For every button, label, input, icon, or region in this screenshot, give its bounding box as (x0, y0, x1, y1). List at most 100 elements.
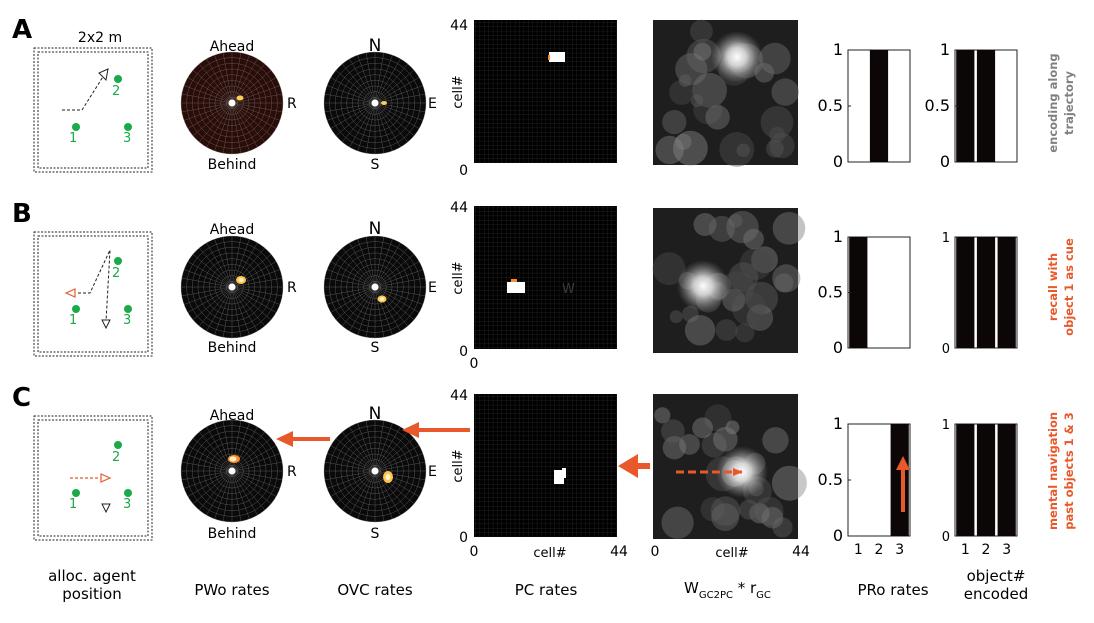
bottom-label-ovc: OVC rates (337, 581, 413, 599)
object-marker-2 (114, 75, 122, 83)
pwo-polar-a: Ahead Behind R (180, 39, 297, 173)
ovc-polar-b: N S E (323, 219, 437, 356)
object-marker-3 (124, 489, 132, 497)
pwo-right-label: R (287, 464, 297, 480)
bar-ytick-label: 0.5 (818, 96, 843, 115)
pc-rates-heatmap-b: W 44 0 0 cell# (450, 200, 617, 372)
ovc-north-label: N (369, 404, 382, 424)
trajectory-path (62, 71, 107, 111)
agent-arrow (101, 319, 111, 330)
object-marker-1 (72, 305, 80, 313)
object-label-2: 2 (112, 266, 120, 281)
pc-ylabel: cell# (451, 75, 466, 108)
side-label-b-line2: object 1 as cue (1062, 238, 1076, 336)
bottom-label-gc: WGC2PC * rGC (684, 579, 771, 601)
side-label-a-line2: trajectory (1062, 70, 1076, 135)
pc-rates-heatmap-a: 44 0 cell# (450, 18, 617, 179)
agent-position-panel-b: 2 1 3 (33, 231, 153, 357)
bar-ytick-label: 0 (940, 152, 950, 171)
gc-label-sub2: GC (756, 590, 771, 601)
object-label-1: 1 (69, 497, 77, 512)
gc-projection-b (652, 208, 806, 353)
object-label-3: 3 (123, 497, 131, 512)
ovc-north-label: N (369, 36, 382, 56)
bar-ytick-label: 1 (940, 40, 950, 59)
pc-rates-heatmap-c: 44 0 0 44 cell# cell# (450, 388, 628, 561)
bottom-label-agent-line1: alloc. agent (48, 567, 136, 585)
pc-ylabel: cell# (451, 449, 466, 482)
bar-ytick-label: 0 (833, 152, 843, 171)
bar-xtick-label: 1 (961, 542, 970, 558)
bar-ytick-label: 0 (833, 338, 843, 357)
ovc-polar-a: N S E (323, 36, 437, 173)
bottom-label-agent-line2: position (62, 585, 121, 603)
object-marker-2 (114, 441, 122, 449)
pc-xtick-right: 44 (610, 544, 628, 560)
object-marker-1 (72, 123, 80, 131)
pc-xtick-left: 0 (470, 356, 479, 372)
ovc-south-label: S (371, 340, 380, 356)
gc-label-star: * r (733, 579, 757, 597)
pwo-ahead-label: Ahead (210, 39, 255, 55)
pwo-ahead-label: Ahead (210, 222, 255, 238)
object-label-3: 3 (123, 313, 131, 328)
bar-1 (956, 237, 975, 348)
pc-xtick-left: 0 (470, 544, 479, 560)
bar-3 (997, 424, 1016, 536)
place-field-bump (549, 52, 565, 62)
trajectory-path (78, 249, 111, 323)
bar-1 (956, 424, 975, 536)
object-encoded-bar-chart-a: 00.51 (925, 40, 1018, 171)
gc-xtick-left: 0 (651, 544, 660, 560)
pwo-right-label: R (287, 280, 297, 296)
object-label-2: 2 (112, 450, 120, 465)
side-label-c-line1: mental navigation (1046, 412, 1060, 530)
bar-ytick-label: 1 (942, 418, 950, 433)
object-encoded-bar-chart-b: 01 (942, 231, 1018, 357)
gc-label-main: W (684, 579, 699, 597)
object-marker-3 (124, 305, 132, 313)
bottom-label-obj-line1: object# (967, 567, 1026, 585)
ovc-south-label: S (371, 526, 380, 542)
pro-increase-arrowhead (896, 456, 910, 470)
bar-ytick-label: 1 (833, 227, 843, 246)
bar-xtick-label: 3 (895, 542, 904, 558)
object-label-1: 1 (69, 131, 77, 146)
pwo-polar-b: Ahead Behind R (180, 222, 297, 356)
agent-arrow-red (100, 473, 112, 483)
side-label-b-line1: recall with (1046, 253, 1060, 321)
object-marker-2 (114, 257, 122, 265)
ovc-north-label: N (369, 219, 382, 239)
pc-ylabel: cell# (451, 261, 466, 294)
pc-ytick-top: 44 (450, 200, 468, 216)
bottom-label-pro: PRo rates (857, 581, 928, 599)
place-field-bump (507, 282, 525, 293)
pc-ytick-bottom: 0 (459, 530, 468, 546)
pwo-behind-label: Behind (208, 526, 257, 542)
pc-ytick-bottom: 0 (459, 163, 468, 179)
bar-ytick-label: 1 (833, 414, 843, 433)
agent-arrow-red (64, 288, 76, 298)
object-label-3: 3 (123, 131, 131, 146)
bar-xtick-label: 2 (875, 542, 884, 558)
agent-arrow (101, 503, 111, 514)
pwo-behind-label: Behind (208, 157, 257, 173)
object-encoded-bar-chart-c: 011 2 3 (942, 418, 1018, 558)
ovc-east-label: E (428, 96, 437, 112)
bar-ytick-label: 1 (833, 40, 843, 59)
object-label-2: 2 (112, 84, 120, 99)
stray-label-w: W (562, 282, 575, 297)
side-label-c-line2: past objects 1 & 3 (1062, 412, 1076, 529)
bar-xtick-label: 1 (854, 542, 863, 558)
pwo-ahead-label: Ahead (210, 408, 255, 424)
pwo-right-label: R (287, 96, 297, 112)
gc-xlabel: cell# (715, 546, 748, 561)
ovc-polar-c: N S E (323, 404, 437, 542)
bar-3 (997, 237, 1016, 348)
pc-ytick-top: 44 (450, 388, 468, 404)
object-label-1: 1 (69, 313, 77, 328)
bar-2 (976, 50, 996, 162)
pwo-behind-label: Behind (208, 340, 257, 356)
gc-projection-c: 0 44 cell# (651, 394, 810, 561)
